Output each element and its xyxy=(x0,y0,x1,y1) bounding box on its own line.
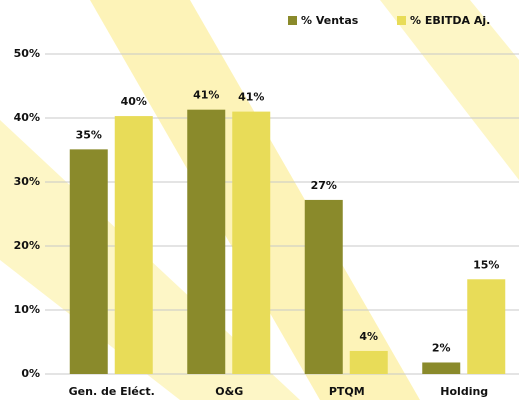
y-tick-label: 50% xyxy=(14,47,40,60)
bar xyxy=(349,350,388,374)
y-tick-label: 0% xyxy=(21,367,40,380)
y-tick-label: 40% xyxy=(14,111,40,124)
x-tick-label: O&G xyxy=(215,385,243,398)
y-tick-label: 20% xyxy=(14,239,40,252)
legend-swatch xyxy=(288,16,297,25)
data-label: 41% xyxy=(193,89,219,102)
y-tick-label: 10% xyxy=(14,303,40,316)
x-tick-label: Holding xyxy=(440,385,488,398)
bar xyxy=(69,149,108,374)
data-label: 27% xyxy=(311,179,337,192)
x-tick-label: PTQM xyxy=(329,385,365,398)
bar xyxy=(467,279,506,374)
data-label: 41% xyxy=(238,91,264,104)
data-label: 40% xyxy=(121,95,147,108)
bar xyxy=(114,116,153,374)
data-label: 4% xyxy=(359,330,378,343)
data-label: 15% xyxy=(473,258,499,271)
data-label: 2% xyxy=(432,341,451,354)
bar xyxy=(232,111,271,374)
y-tick-label: 30% xyxy=(14,175,40,188)
legend-label: % EBITDA Aj. xyxy=(410,14,490,27)
data-label: 35% xyxy=(76,128,102,141)
legend-label: % Ventas xyxy=(301,14,359,27)
x-tick-label: Gen. de Eléct. xyxy=(69,385,155,398)
bar xyxy=(422,362,461,374)
legend-swatch xyxy=(397,16,406,25)
bar xyxy=(304,199,343,374)
stripe xyxy=(380,0,519,180)
bar xyxy=(187,109,226,375)
